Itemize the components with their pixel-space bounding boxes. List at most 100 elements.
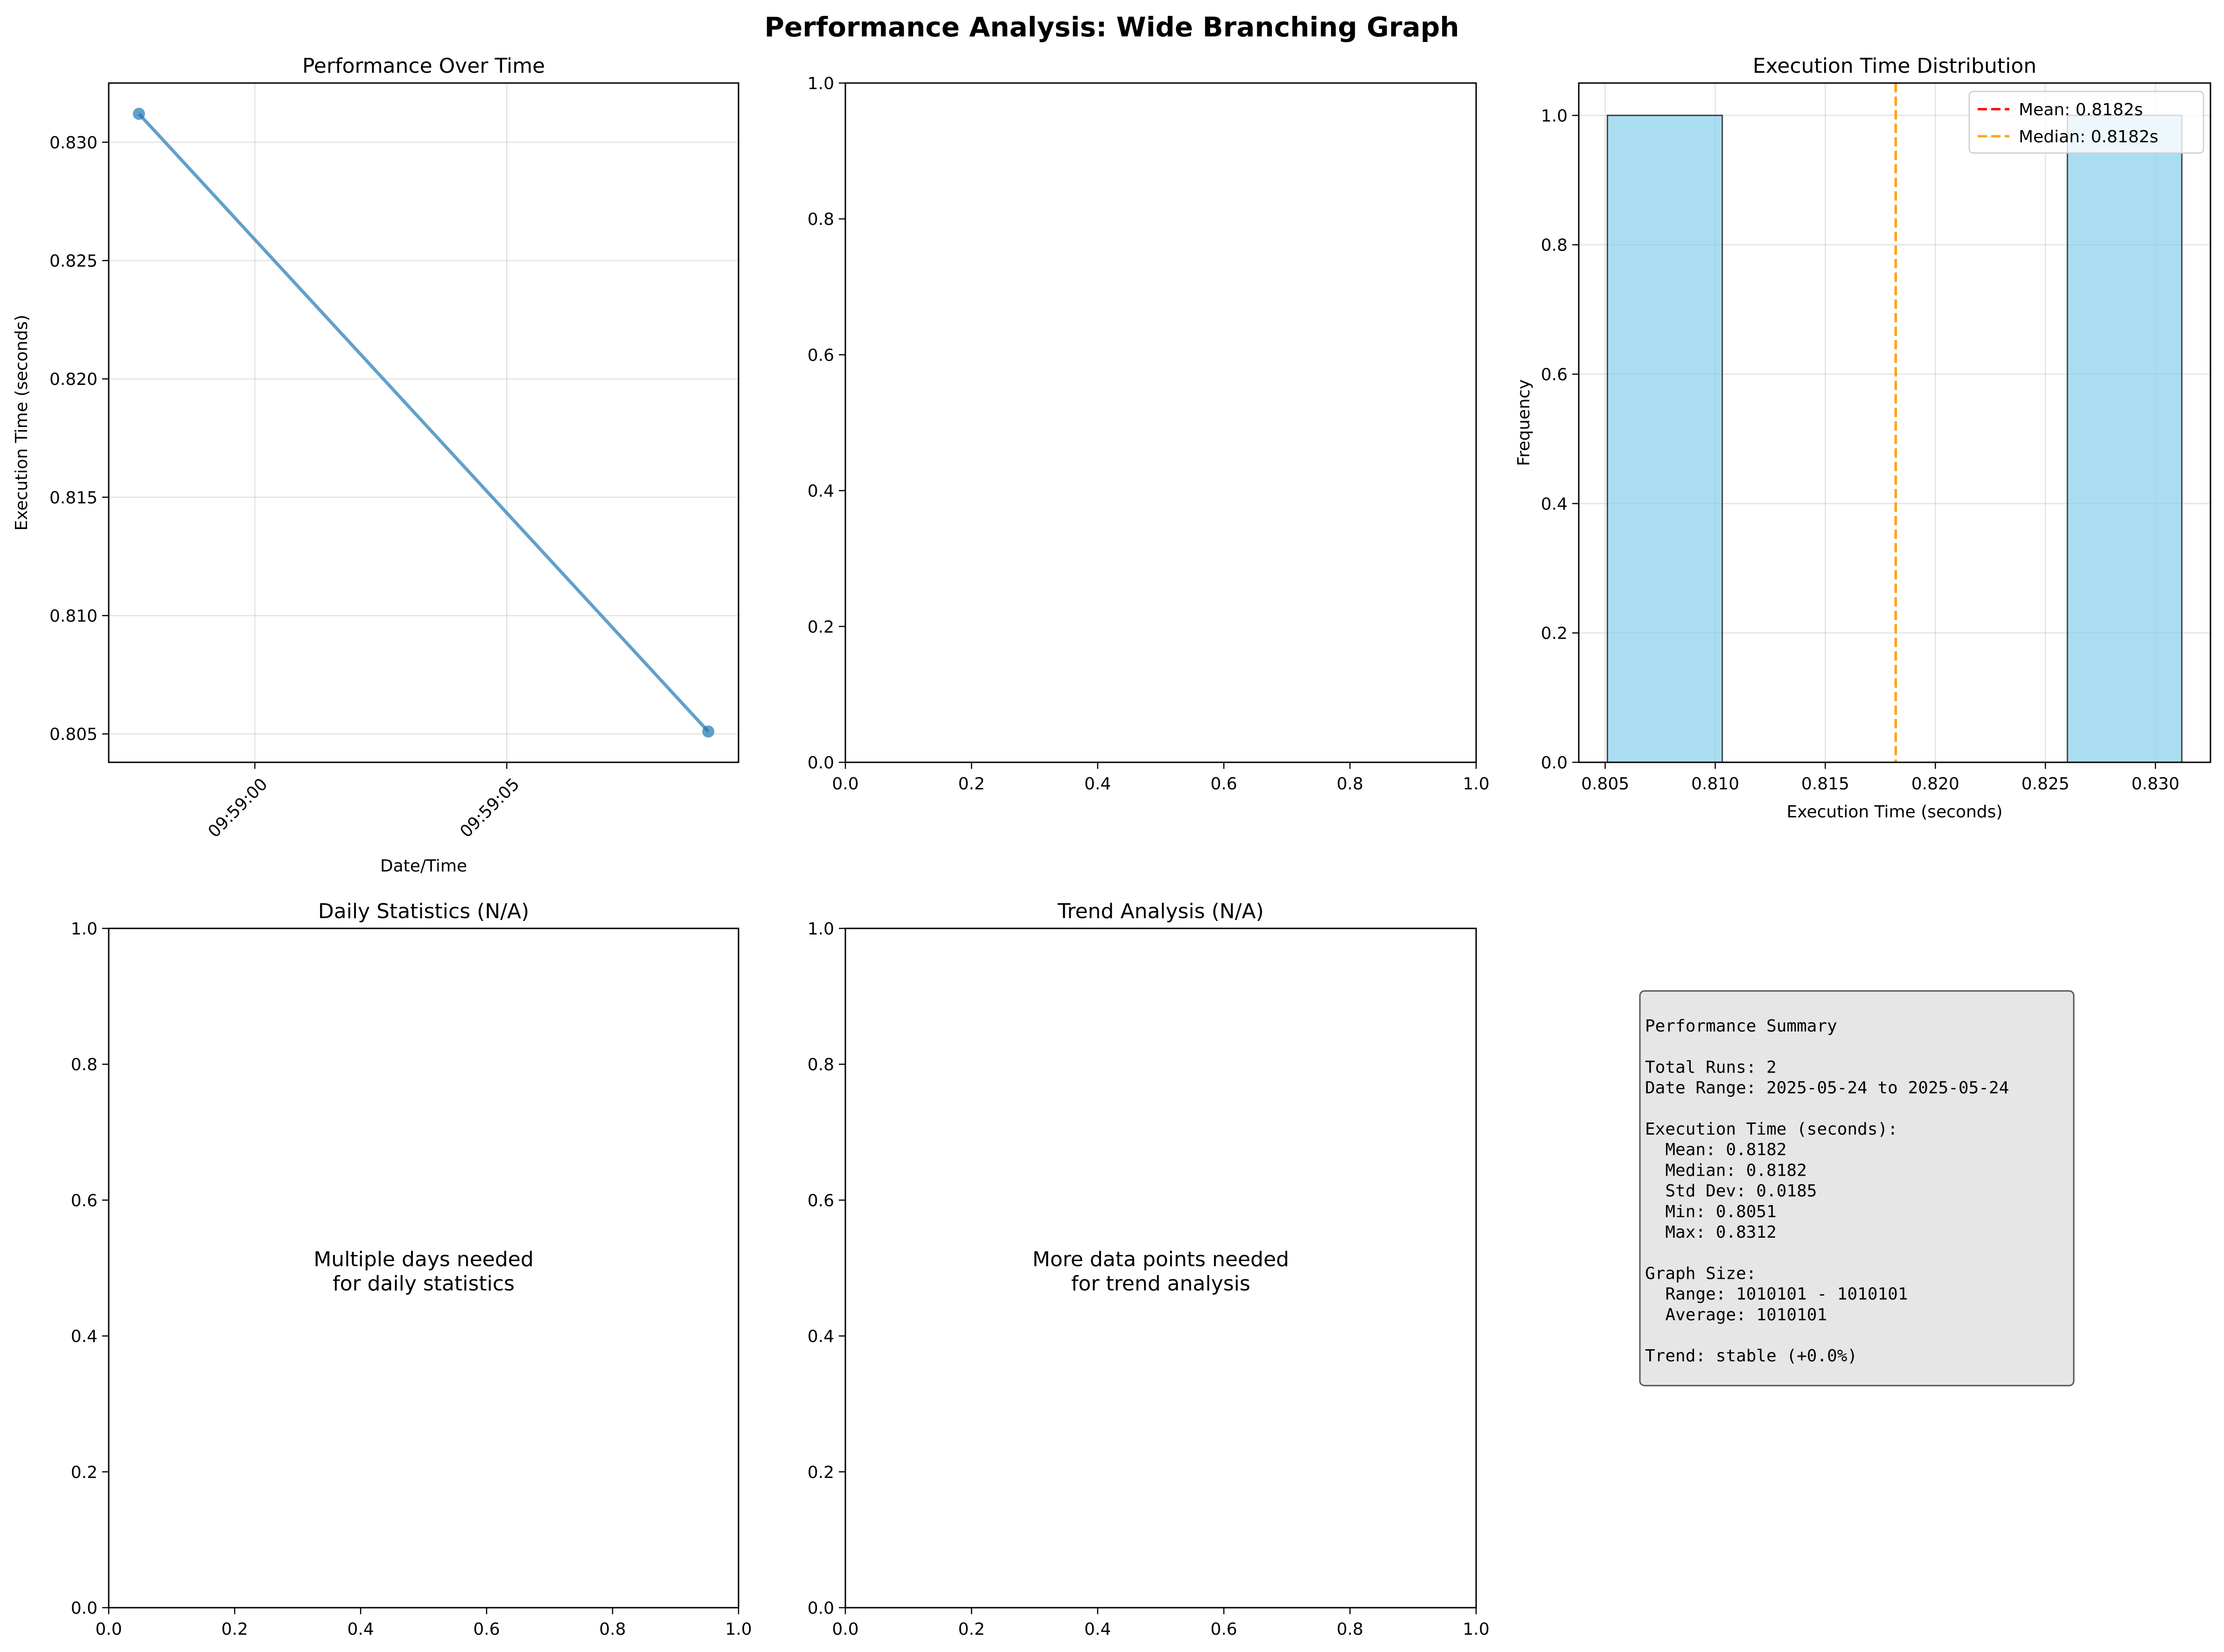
trend-xtick-label: 0.2 <box>958 1620 985 1639</box>
trend-ytick-label: 1.0 <box>808 920 834 939</box>
hist-xlabel: Execution Time (seconds) <box>1787 802 2003 822</box>
perf-ytick-label: 0.805 <box>49 725 98 744</box>
hist-xtick-label: 0.830 <box>2132 774 2180 794</box>
trend-message: More data points needed <box>1032 1248 1289 1271</box>
summary-line: Min: 0.8051 <box>1645 1202 1777 1221</box>
daily-ytick-label: 0.2 <box>71 1463 98 1482</box>
trend-ytick-label: 0.0 <box>808 1599 834 1618</box>
hist-ytick-label: 0.8 <box>1541 236 1568 255</box>
summary-line: Mean: 0.8182 <box>1645 1140 1786 1159</box>
empty-ytick-label: 0.6 <box>808 346 834 365</box>
hist-xtick-label: 0.805 <box>1581 774 1629 794</box>
perf-series-line <box>138 112 710 733</box>
daily-title: Daily Statistics (N/A) <box>318 899 530 923</box>
perf-xtick-label: 09:59:00 <box>204 774 271 841</box>
perf-data-point <box>132 107 145 120</box>
empty-ytick-label: 1.0 <box>808 74 834 93</box>
daily-xtick-label: 0.6 <box>473 1620 500 1639</box>
perf-title: Performance Over Time <box>302 54 545 78</box>
daily-message: Multiple days needed <box>314 1248 534 1271</box>
legend-label: Median: 0.8182s <box>2019 127 2158 146</box>
daily-xtick-label: 0.2 <box>221 1620 248 1639</box>
empty-ytick-label: 0.0 <box>808 753 834 773</box>
trend-xtick-label: 0.4 <box>1084 1620 1111 1639</box>
daily-ytick-label: 0.4 <box>71 1327 98 1346</box>
hist-title: Execution Time Distribution <box>1753 54 2036 78</box>
empty-xtick-label: 0.2 <box>958 774 985 794</box>
trend-message: for trend analysis <box>1071 1272 1250 1296</box>
hist-xtick-label: 0.820 <box>1911 774 1959 794</box>
figure-title: Performance Analysis: Wide Branching Gra… <box>764 11 1459 43</box>
hist-ytick-label: 0.4 <box>1541 495 1568 514</box>
empty-xtick-label: 0.4 <box>1084 774 1111 794</box>
daily-ytick-label: 0.0 <box>71 1599 98 1618</box>
summary-line: Graph Size: <box>1645 1264 1756 1283</box>
daily-xtick-label: 0.8 <box>599 1620 626 1639</box>
daily-xtick-label: 1.0 <box>725 1620 752 1639</box>
summary-panel: Performance Summary Total Runs: 2 Date Ran… <box>1639 990 2075 1387</box>
summary-line: Total Runs: 2 <box>1645 1058 1777 1077</box>
summary-line: Average: 1010101 <box>1645 1305 1827 1324</box>
summary-box <box>1639 990 2075 1387</box>
empty-ytick-label: 0.8 <box>808 210 834 229</box>
perf-frame <box>108 82 739 763</box>
hist-frame <box>1578 82 2211 763</box>
hist-xtick-label: 0.825 <box>2022 774 2070 794</box>
summary-line: Performance Summary <box>1645 1017 1837 1036</box>
summary-line: Trend: stable (+0.0%) <box>1645 1346 1857 1366</box>
summary-line: Date Range: 2025-05-24 to 2025-05-24 <box>1645 1079 2009 1098</box>
trend-xtick-label: 1.0 <box>1463 1620 1489 1639</box>
daily-frame <box>108 927 739 1609</box>
empty-xtick-label: 1.0 <box>1463 774 1489 794</box>
perf-xtick-label: 09:59:05 <box>456 774 523 841</box>
summary-line: Median: 0.8182 <box>1645 1161 1807 1180</box>
summary-line: Execution Time (seconds): <box>1645 1120 1898 1139</box>
perf-ylabel: Execution Time (seconds) <box>12 315 31 531</box>
daily-ytick-label: 0.8 <box>71 1055 98 1074</box>
trend-xtick-label: 0.8 <box>1337 1620 1363 1639</box>
perf-xlabel: Date/Time <box>380 857 467 876</box>
legend-label: Mean: 0.8182s <box>2019 100 2143 119</box>
trend-ytick-label: 0.6 <box>808 1191 834 1210</box>
hist-ytick-label: 1.0 <box>1541 106 1568 125</box>
trend-frame <box>844 927 1477 1609</box>
empty-ytick-label: 0.2 <box>808 618 834 637</box>
histogram-bar <box>2066 114 2183 763</box>
hist-xtick-label: 0.815 <box>1801 774 1849 794</box>
trend-ytick-label: 0.2 <box>808 1463 834 1482</box>
empty-frame <box>844 82 1477 763</box>
hist-xtick-label: 0.810 <box>1691 774 1739 794</box>
trend-ytick-label: 0.8 <box>808 1055 834 1074</box>
perf-ytick-label: 0.815 <box>49 488 98 508</box>
summary-line: Range: 1010101 - 1010101 <box>1645 1285 1908 1304</box>
histogram-bar <box>1606 114 1723 763</box>
hist-ylabel: Frequency <box>1514 379 1534 466</box>
legend-frame <box>1968 91 2204 154</box>
perf-ytick-label: 0.820 <box>49 370 98 389</box>
chart-trend: 0.0 0.2 0.4 0.6 0.8 1.0 0.0 0.2 0.4 0.6 0.8 1.0 Tren… <box>808 899 1490 1639</box>
trend-xtick-label: 0.6 <box>1211 1620 1237 1639</box>
empty-ytick-label: 0.4 <box>808 482 834 501</box>
daily-ytick-label: 1.0 <box>71 920 98 939</box>
hist-ytick-label: 0.6 <box>1541 365 1568 384</box>
trend-ytick-label: 0.4 <box>808 1327 834 1346</box>
chart-daily: 0.0 0.2 0.4 0.6 0.8 1.0 0.0 0.2 0.4 0.6 0.8 1.0 Dail… <box>71 899 752 1639</box>
perf-data-point <box>702 725 715 738</box>
perf-ytick-label: 0.825 <box>49 251 98 271</box>
summary-line: Max: 0.8312 <box>1645 1223 1777 1242</box>
trend-xtick-label: 0.0 <box>832 1620 858 1639</box>
hist-legend: Mean: 0.8182s Median: 0.8182s <box>1968 91 2204 154</box>
daily-ytick-label: 0.6 <box>71 1191 98 1210</box>
perf-ytick-label: 0.830 <box>49 133 98 153</box>
hist-ytick-label: 0.0 <box>1541 753 1568 773</box>
perf-ytick-label: 0.810 <box>49 606 98 626</box>
empty-xtick-label: 0.6 <box>1211 774 1237 794</box>
chart-hist: 0.0 0.2 0.4 0.6 0.8 1.0 0.805 0.810 0.815 0.820 0.… <box>1514 54 2211 822</box>
empty-xtick-label: 0.8 <box>1337 774 1363 794</box>
empty-xtick-label: 0.0 <box>832 774 858 794</box>
chart-perf: 0.805 0.810 0.815 0.820 0.825 0.830 09:59:00 09… <box>12 54 739 876</box>
daily-message: for daily statistics <box>333 1272 515 1296</box>
hist-ytick-label: 0.2 <box>1541 624 1568 643</box>
chart-empty: 0.0 0.2 0.4 0.6 0.8 1.0 0.0 0.2 0.4 0.6 0.8 1.0 <box>808 74 1490 794</box>
